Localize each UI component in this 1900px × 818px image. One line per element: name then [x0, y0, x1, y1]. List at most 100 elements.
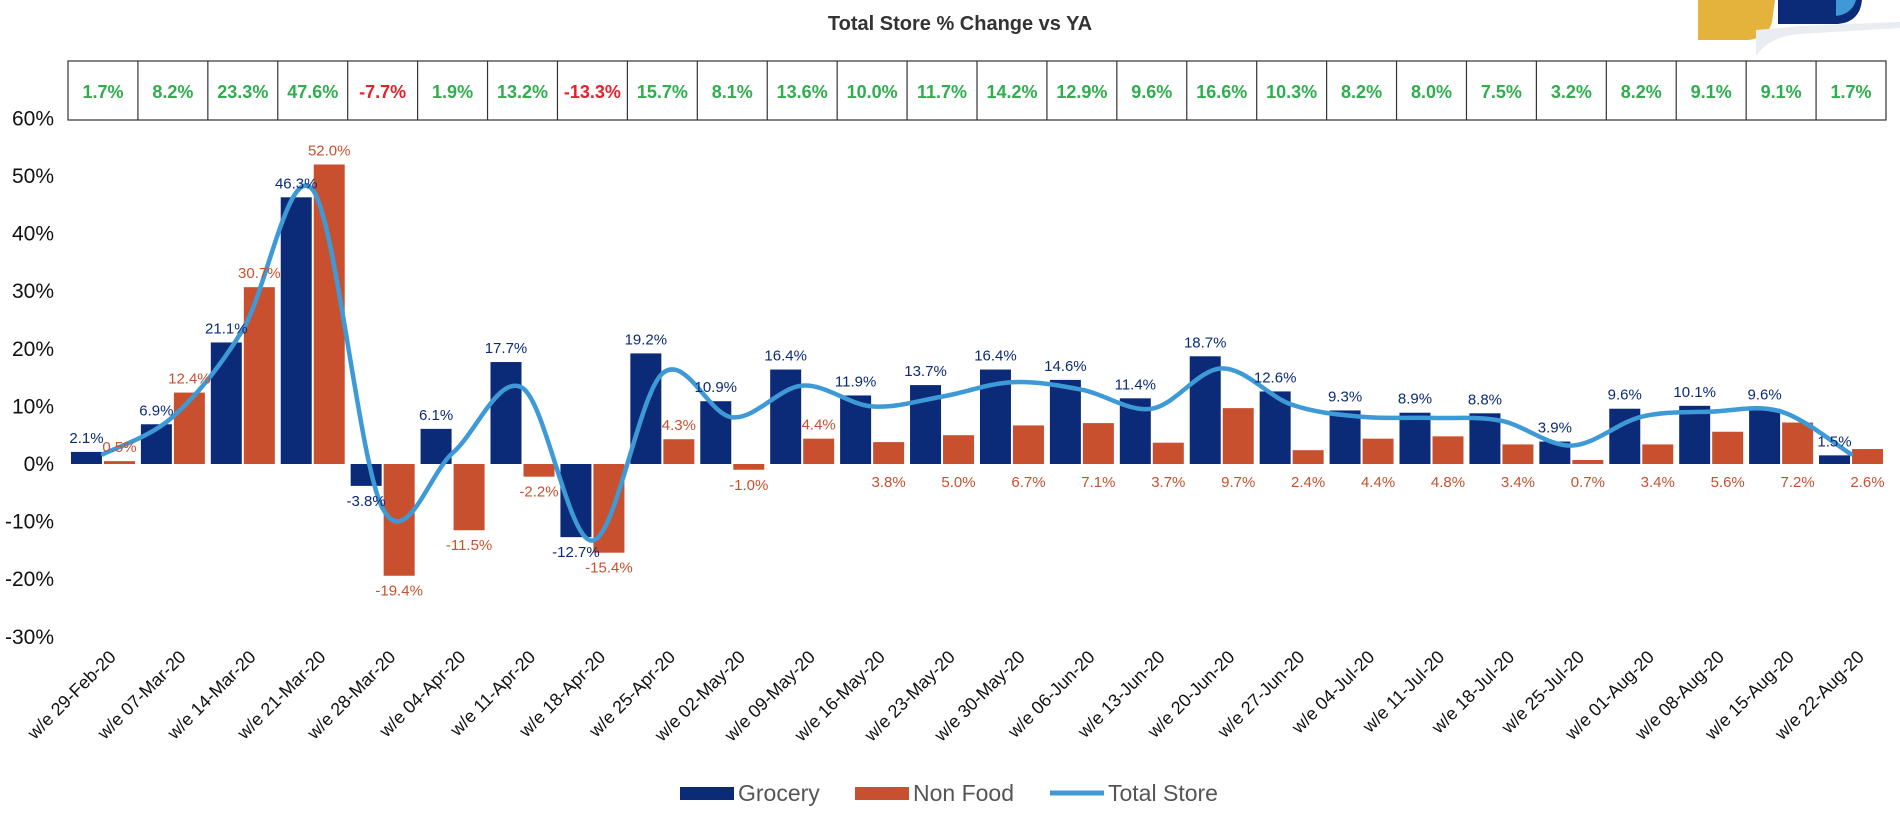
- grocery-data-label: 9.6%: [1608, 387, 1642, 404]
- nonfood-data-label: 3.7%: [1151, 474, 1185, 491]
- grocery-data-label: 9.3%: [1328, 388, 1362, 405]
- total-store-series-line: [100, 183, 1854, 543]
- grocery-data-label: 11.9%: [835, 373, 876, 390]
- grocery-bar: [210, 342, 242, 464]
- nonfood-data-label: 9.7%: [1221, 474, 1255, 491]
- nonfood-bar: [1782, 422, 1814, 464]
- nonfood-data-label: 7.2%: [1781, 474, 1815, 491]
- bars: [70, 164, 1884, 576]
- nonfood-data-label: 4.8%: [1431, 474, 1465, 491]
- grocery-data-label: 17.7%: [485, 340, 528, 357]
- nonfood-bar: [803, 438, 835, 464]
- nonfood-data-label: 52.0%: [308, 142, 351, 159]
- legend-label: Non Food: [913, 780, 1014, 806]
- x-axis: w/e 29-Feb-20w/e 07-Mar-20w/e 14-Mar-20w…: [23, 647, 1868, 746]
- nonfood-data-label: 3.4%: [1641, 474, 1675, 491]
- y-axis: 60% 50% 40% 30% 20% 10% 0% -10% -20% -30%: [5, 107, 54, 648]
- grocery-data-label: 16.4%: [764, 348, 807, 365]
- grocery-data-label: 12.6%: [1254, 369, 1297, 386]
- nonfood-data-label: -11.5%: [446, 537, 492, 554]
- grocery-bar: [1819, 455, 1851, 464]
- nonfood-data-label: 6.7%: [1011, 474, 1045, 491]
- table-cell-value: 11.7%: [917, 82, 967, 102]
- nonfood-data-label: -2.2%: [519, 484, 558, 501]
- y-tick-label: 0%: [24, 453, 54, 476]
- table-cell-value: 8.2%: [152, 82, 193, 102]
- grocery-data-label: 6.1%: [419, 407, 453, 424]
- table-cell-value: 13.6%: [777, 82, 828, 102]
- grocery-data-label: 21.1%: [205, 320, 248, 337]
- nonfood-data-label: 3.8%: [872, 474, 906, 491]
- legend: Grocery Non Food Total Store: [680, 780, 1218, 806]
- chart-title: Total Store % Change vs YA: [828, 13, 1092, 35]
- nonfood-bar: [733, 464, 765, 470]
- nonfood-data-label: 4.4%: [1361, 474, 1395, 491]
- grocery-bar: [1749, 408, 1781, 464]
- grocery-data-label: 13.7%: [904, 363, 947, 380]
- nonfood-data-label: 2.4%: [1291, 474, 1325, 491]
- nonfood-data-label: 12.4%: [168, 371, 211, 388]
- table-cell-value: 12.9%: [1056, 82, 1107, 102]
- nonfood-data-label: 4.4%: [802, 417, 836, 434]
- y-tick-label: -20%: [5, 568, 54, 591]
- total-store-line: [100, 183, 1854, 543]
- grocery-bar: [1049, 379, 1081, 464]
- nonfood-data-label: -19.4%: [375, 583, 423, 600]
- grocery-bar: [1679, 405, 1711, 464]
- grocery-data-label: -3.8%: [347, 493, 386, 510]
- grocery-data-label: 10.1%: [1673, 384, 1716, 401]
- grocery-bar: [490, 362, 522, 464]
- table-cell-value: 8.2%: [1621, 82, 1662, 102]
- table-cell-value: 1.7%: [82, 82, 123, 102]
- nonfood-bar: [1082, 423, 1114, 464]
- grocery-bar: [350, 464, 382, 486]
- nonfood-data-label: 7.1%: [1081, 474, 1115, 491]
- table-cell-value: 3.2%: [1551, 82, 1592, 102]
- nonfood-data-label: 30.7%: [238, 265, 281, 282]
- nonfood-bar: [1292, 450, 1324, 464]
- data-labels: 2.1%0.5% 6.9% 12.4% 21.1% 30.7% 46.3% 52.0% -3.…: [69, 142, 1884, 599]
- table-cell-value: 9.1%: [1761, 82, 1802, 102]
- nonfood-bar: [1502, 444, 1534, 464]
- nonfood-bar: [1432, 436, 1464, 464]
- table-cell-value: 8.2%: [1341, 82, 1382, 102]
- nonfood-bar: [663, 439, 695, 464]
- brand-logo: [1698, 0, 1900, 56]
- grocery-bar: [700, 401, 732, 464]
- legend-item: Total Store: [1050, 780, 1218, 806]
- nonfood-bar: [943, 435, 975, 464]
- y-tick-label: 60%: [12, 107, 54, 130]
- table-cell-value: 7.5%: [1481, 82, 1522, 102]
- grocery-bar: [280, 197, 312, 464]
- table-cell-value: 8.1%: [712, 82, 753, 102]
- table-cell-value: 16.6%: [1196, 82, 1247, 102]
- y-tick-label: -30%: [5, 626, 54, 649]
- grocery-data-label: 6.9%: [139, 402, 173, 419]
- legend-item: Grocery: [680, 780, 820, 806]
- nonfood-data-label: 0.7%: [1571, 474, 1605, 491]
- nonfood-data-label: -1.0%: [729, 477, 768, 494]
- nonfood-bar: [1152, 442, 1184, 464]
- grocery-bar: [770, 369, 802, 464]
- y-tick-label: 30%: [12, 280, 54, 303]
- nonfood-bar: [1572, 459, 1604, 464]
- nonfood-data-label: 5.6%: [1711, 474, 1745, 491]
- nonfood-bar: [1642, 444, 1674, 464]
- grocery-data-label: -12.7%: [552, 544, 600, 561]
- nonfood-bar: [173, 392, 205, 464]
- nonfood-bar: [1222, 408, 1254, 464]
- nonfood-bar: [1852, 449, 1884, 464]
- table-cell-value: 1.7%: [1831, 82, 1872, 102]
- table-cell-value: 9.6%: [1131, 82, 1172, 102]
- table-cell-value: 14.2%: [986, 82, 1037, 102]
- grocery-data-label: 46.3%: [275, 175, 318, 192]
- legend-swatch: [680, 787, 734, 800]
- table-cell-value: -13.3%: [564, 82, 621, 102]
- nonfood-bar: [1712, 431, 1744, 464]
- table-cell-value: 8.0%: [1411, 82, 1452, 102]
- table-cell-value: 15.7%: [637, 82, 688, 102]
- grocery-data-label: 16.4%: [974, 348, 1017, 365]
- nonfood-bar: [313, 164, 345, 465]
- legend-label: Total Store: [1108, 780, 1218, 806]
- y-tick-label: 10%: [12, 395, 54, 418]
